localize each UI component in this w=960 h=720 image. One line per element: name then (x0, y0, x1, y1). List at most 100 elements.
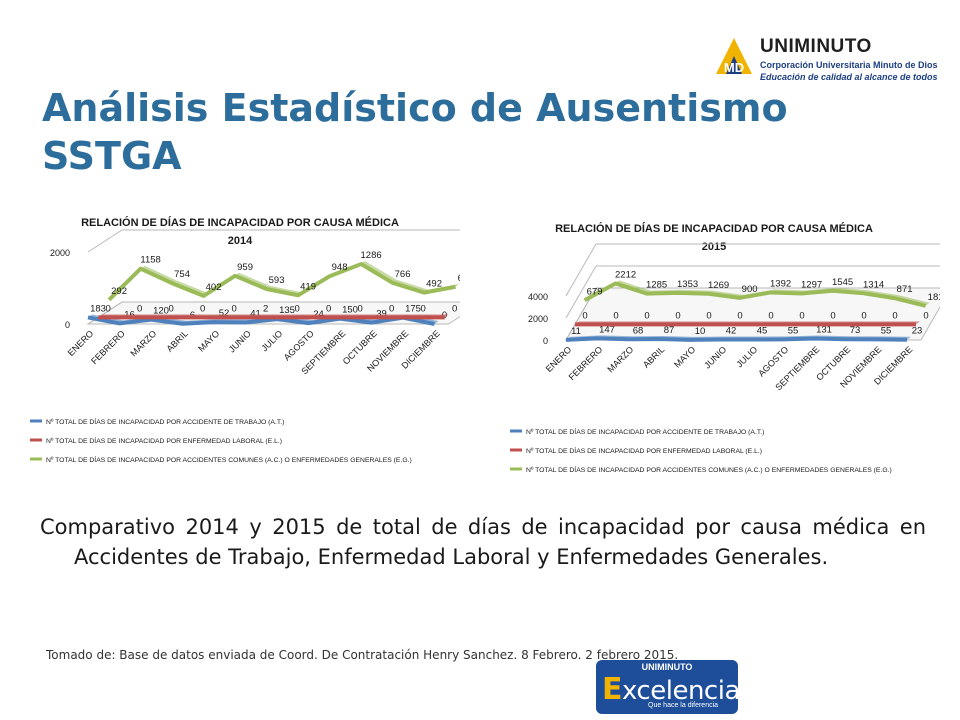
data-label: 23 (912, 326, 923, 337)
series-line (107, 262, 456, 302)
x-tick-label: ABRIL (641, 344, 666, 369)
series-ribbon (109, 261, 460, 300)
data-label: 42 (726, 326, 737, 337)
legend-entry: Nº TOTAL DE DÍAS DE INCAPACIDAD POR ACCI… (46, 417, 284, 426)
x-tick-label: ENERO (544, 344, 574, 374)
badge-letter: E (602, 672, 623, 707)
data-label: 181 (928, 292, 940, 303)
chart-2015: RELACIÓN DE DÍAS DE INCAPACIDAD POR CAUS… (488, 212, 940, 498)
badge-rest: xcelencia (622, 676, 738, 706)
uniminuto-logo: MD UNIMINUTO Corporación Universitaria M… (712, 34, 938, 88)
y-tick-label: 4000 (528, 292, 548, 302)
data-label: 679 (587, 286, 603, 297)
series-line (583, 281, 927, 308)
badge-tag: Que hace la diferencia (648, 702, 719, 709)
data-label: 1314 (863, 279, 884, 290)
data-label: 593 (269, 275, 285, 286)
data-label: 0 (326, 303, 331, 314)
series-line (87, 315, 435, 326)
data-label: 1545 (832, 277, 853, 288)
data-label: 492 (426, 279, 442, 290)
y-tick-label: 2000 (528, 314, 548, 324)
data-label: 55 (788, 325, 799, 336)
data-label: 73 (850, 325, 861, 336)
x-tick-label: MAYO (672, 344, 697, 369)
data-label: 754 (174, 269, 190, 280)
logo-mark-text: MD (724, 60, 744, 75)
x-tick-label: MARZO (128, 328, 158, 358)
data-label: 0 (830, 310, 835, 321)
data-label: 1353 (677, 279, 698, 290)
data-label: 871 (897, 284, 913, 295)
legend-entry: Nº TOTAL DE DÍAS DE INCAPACIDAD POR ACCI… (46, 455, 412, 464)
series-line (565, 336, 908, 342)
x-tick-label: JULIO (259, 328, 284, 353)
data-label: 655 (458, 273, 460, 284)
chart-title: RELACIÓN DE DÍAS DE INCAPACIDAD POR CAUS… (555, 222, 873, 235)
logo-line-2: Educación de calidad al alcance de todos (760, 72, 938, 82)
gridline-side (565, 243, 597, 297)
data-label: 41 (250, 309, 261, 320)
data-label: 175 (405, 304, 421, 315)
body-paragraph: Comparativo 2014 y 2015 de total de días… (40, 512, 926, 572)
x-tick-label: ABRIL (164, 328, 189, 353)
data-label: 120 (153, 306, 169, 317)
data-label: 948 (332, 262, 348, 273)
data-label: 135 (279, 305, 295, 316)
data-label: 2 (263, 303, 268, 314)
y-tick-label: 2000 (50, 248, 70, 258)
data-label: 0 (137, 303, 142, 314)
y-tick-label: 0 (543, 336, 548, 346)
data-label: 0 (232, 303, 237, 314)
x-tick-label: JULIO (734, 344, 759, 369)
x-tick-label: FEBRERO (567, 344, 605, 382)
data-label: 0 (644, 310, 649, 321)
data-label: 0 (295, 303, 300, 314)
data-label: 87 (664, 325, 675, 336)
data-label: 2212 (615, 269, 636, 280)
data-label: 1286 (361, 250, 382, 261)
data-label: 0 (582, 310, 587, 321)
legend-entry: Nº TOTAL DE DÍAS DE INCAPACIDAD POR ACCI… (526, 427, 764, 436)
source-note: Tomado de: Base de datos enviada de Coor… (46, 648, 678, 662)
data-label: 0 (706, 310, 711, 321)
x-tick-label: MARZO (605, 344, 635, 374)
source-text: Tomado de: Base de datos enviada de Coor… (46, 648, 586, 662)
data-label: 900 (742, 284, 758, 295)
badge-top: UNIMINUTO (641, 662, 693, 672)
chart-subtitle: 2014 (228, 235, 253, 247)
data-label: 0 (613, 310, 618, 321)
data-label: 1158 (140, 255, 160, 266)
data-label: 419 (300, 281, 316, 292)
data-label: 55 (881, 325, 892, 336)
data-label: 0 (768, 310, 773, 321)
data-label: 39 (376, 309, 387, 320)
data-label: 0 (675, 310, 680, 321)
x-tick-label: JUNIO (227, 328, 253, 354)
data-label: 0 (169, 303, 174, 314)
excelencia-badge: UNIMINUTO Excelencia Que hace la diferen… (596, 660, 738, 714)
logo-brand: UNIMINUTO (760, 36, 872, 57)
data-label: 45 (757, 326, 768, 337)
chart-2015-canvas: RELACIÓN DE DÍAS DE INCAPACIDAD POR CAUS… (510, 222, 940, 474)
uniminuto-mark-icon: MD (716, 38, 752, 75)
data-label: 1297 (801, 279, 822, 290)
data-label: 0 (106, 303, 111, 314)
x-tick-label: MAYO (196, 328, 221, 353)
data-label: 68 (633, 325, 644, 336)
legend-entry: Nº TOTAL DE DÍAS DE INCAPACIDAD POR ACCI… (526, 465, 892, 474)
data-label: 10 (695, 326, 706, 337)
legend-entry: Nº TOTAL DE DÍAS DE INCAPACIDAD POR ENFE… (46, 436, 282, 445)
data-label: 1285 (646, 280, 667, 291)
data-label: 1269 (708, 280, 729, 291)
data-label: 150 (342, 305, 358, 316)
logo-line-1: Corporación Universitaria Minuto de Dios (760, 60, 938, 70)
data-label: 183 (90, 303, 106, 314)
x-tick-label: ENERO (66, 328, 96, 358)
data-label: 402 (206, 282, 222, 293)
gridline-side (565, 265, 597, 319)
data-label: 0 (737, 310, 742, 321)
chart-2014: RELACIÓN DE DÍAS DE INCAPACIDAD POR CAUS… (8, 206, 460, 492)
data-label: 0 (358, 303, 363, 314)
data-label: 0 (452, 303, 457, 314)
